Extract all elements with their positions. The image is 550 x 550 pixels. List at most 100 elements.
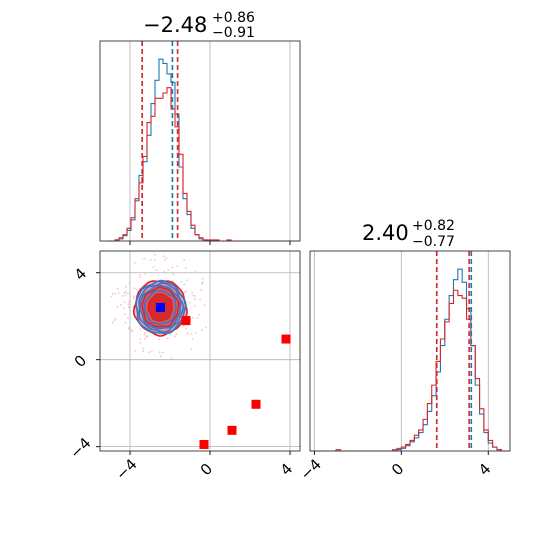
scatter-point (127, 317, 129, 320)
scatter-point (170, 357, 173, 360)
scatter-point (148, 351, 150, 354)
scatter-point (175, 333, 178, 336)
x-tick-label: 0 (197, 460, 216, 479)
scatter-point (171, 266, 174, 269)
scatter-point (186, 279, 188, 282)
scatter-point (196, 317, 199, 319)
scatter-point (180, 280, 182, 283)
scatter-point (191, 291, 194, 294)
scatter-point (200, 288, 202, 291)
scatter-point (124, 294, 127, 297)
scatter-point (152, 266, 155, 269)
scatter-point (167, 269, 169, 271)
scatter-point (142, 350, 145, 353)
scatter-point (139, 338, 141, 340)
scatter-point (114, 318, 117, 320)
title-x-sup: +0.86 (212, 10, 255, 26)
scatter-point (144, 272, 146, 275)
scatter-point (191, 316, 194, 319)
scatter-point (138, 276, 141, 279)
scatter-point (117, 292, 120, 295)
scatter-point (129, 344, 131, 346)
scatter-point (174, 335, 176, 338)
axes-frame (99, 250, 301, 452)
scatter-point (139, 328, 142, 330)
scatter-point (161, 351, 164, 354)
title-y-sub: −0.77 (412, 234, 455, 250)
title-y-main: 2.40 (362, 221, 409, 245)
scatter-point (165, 257, 168, 259)
scatter-point (116, 287, 119, 290)
scatter-point (130, 329, 133, 331)
scatter-point (194, 332, 197, 334)
scatter-point (201, 329, 204, 331)
scatter-point (158, 338, 161, 341)
scatter-point (149, 259, 152, 261)
scatter-point (191, 271, 194, 274)
scatter-point (111, 292, 114, 295)
x-tick-label: 4 (475, 460, 494, 479)
scatter-point (129, 295, 132, 297)
contour-line-blue (139, 284, 182, 330)
joint-panel: −4 0 4 −4 0 4 (66, 250, 301, 484)
scatter-point (114, 292, 117, 295)
scatter-point (198, 313, 201, 316)
scatter-point (139, 274, 142, 276)
histogram-series (310, 268, 510, 452)
y-tick-label: 0 (71, 351, 90, 370)
scatter-point (135, 288, 138, 291)
scatter-point (156, 272, 159, 275)
scatter-point (191, 338, 194, 341)
marker-blue (155, 303, 165, 313)
scatter-point (128, 300, 131, 303)
marginal-y-panel: −4 0 4 (297, 250, 511, 484)
scatter-point (201, 282, 204, 285)
contour-line-blue (143, 289, 177, 326)
y-tick-label: 4 (71, 264, 90, 283)
scatter-point (154, 253, 157, 256)
scatter-point (155, 269, 158, 272)
scatter-point (124, 291, 127, 293)
scatter-point (127, 303, 130, 306)
scatter-point (185, 327, 188, 330)
scatter-point (183, 259, 186, 262)
scatter-point (153, 258, 156, 261)
scatter-point (172, 273, 175, 276)
scatter-point (134, 261, 136, 264)
scatter-point (146, 335, 148, 338)
scatter-point (144, 331, 147, 334)
title-y-group: 2.40 +0.82 −0.77 (362, 218, 455, 250)
scatter-point (110, 295, 113, 298)
x-tick-label: 0 (388, 460, 407, 479)
axes-frame (99, 40, 301, 242)
scatter-point (120, 304, 122, 306)
scatter-point (193, 298, 196, 301)
scatter-point (124, 321, 127, 324)
y-tick-label: −4 (66, 434, 94, 462)
scatter-point (199, 298, 202, 301)
scatter-point (205, 326, 208, 329)
scatter-point (133, 295, 136, 298)
scatter-point (203, 304, 206, 306)
histogram-series (310, 289, 510, 452)
scatter-point (123, 313, 126, 316)
scatter-point (144, 338, 146, 340)
scatter-point (190, 348, 193, 351)
scatter-point (176, 265, 179, 267)
marker-red (181, 316, 191, 326)
scatter-point (194, 271, 196, 273)
scatter-point (201, 277, 204, 280)
title-x-group: −2.48 +0.86 −0.91 (143, 10, 255, 41)
x-tick-label: −4 (297, 455, 325, 483)
x-tick-label: −4 (112, 455, 140, 483)
marginal-x-panel (99, 40, 301, 245)
scatter-point (190, 333, 193, 336)
scatter-point (128, 282, 131, 285)
marker-red (199, 439, 209, 449)
scatter-point (132, 305, 135, 308)
scatter-point (125, 285, 128, 288)
title-y-sup: +0.82 (412, 218, 455, 234)
scatter-point (162, 255, 165, 258)
scatter-point (122, 307, 125, 309)
